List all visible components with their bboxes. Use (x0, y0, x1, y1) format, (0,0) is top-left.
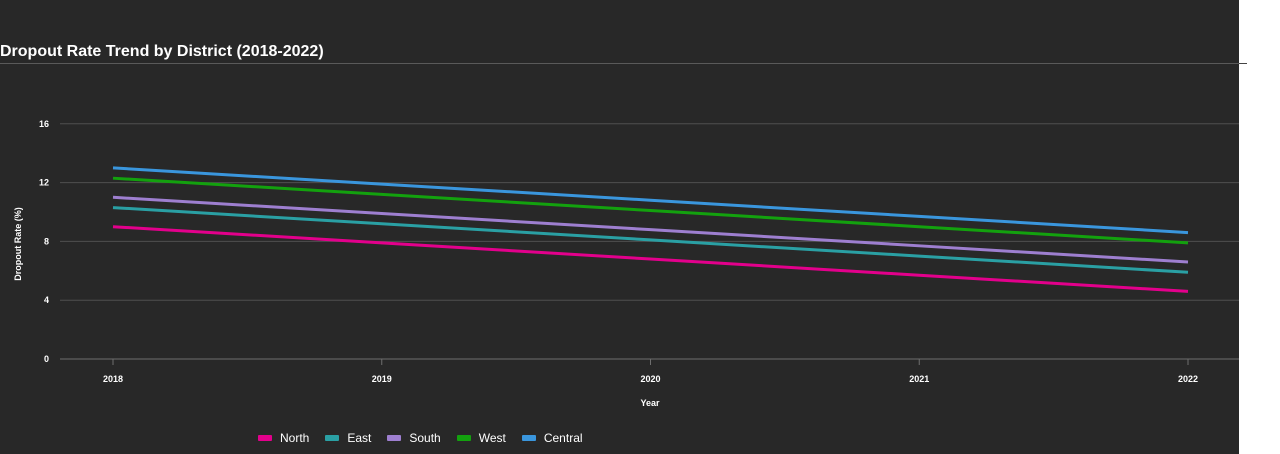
x-tick-label: 2018 (103, 374, 123, 384)
legend-label: South (409, 431, 441, 445)
chart-legend: North East South West Central (258, 431, 599, 445)
legend-label: North (280, 431, 310, 445)
y-tick-label: 8 (44, 236, 49, 246)
legend-swatch (456, 435, 471, 441)
x-tick-label: 2019 (372, 374, 392, 384)
x-tick-label: 2020 (640, 374, 660, 384)
series-line-central[interactable] (112, 166, 1189, 235)
y-tick-label: 0 (44, 354, 49, 364)
series-lines (112, 166, 1189, 293)
line-chart: 0 4 8 12 16 2018 2019 2020 2021 2022 Year Dropou… (13, 119, 1239, 408)
legend-label: East (347, 431, 372, 445)
x-axis-label: Year (640, 398, 660, 408)
legend-item-south[interactable]: South (387, 431, 441, 445)
legend-swatch (258, 435, 272, 441)
y-axis-label: Dropout Rate (%) (13, 207, 23, 281)
y-tick-label: 16 (39, 119, 49, 129)
y-tick-label: 12 (39, 178, 49, 188)
legend-swatch (521, 435, 536, 441)
legend-item-central[interactable]: Central (521, 431, 583, 445)
legend-item-west[interactable]: West (456, 431, 506, 445)
y-axis-ticks: 0 4 8 12 16 (39, 119, 49, 364)
chart-title: Dropout Rate Trend by District (2018-202… (0, 43, 324, 60)
legend-label: Central (543, 431, 583, 445)
x-tick-label: 2022 (1178, 374, 1198, 384)
x-tick-label: 2021 (909, 374, 929, 384)
legend-label: West (478, 431, 506, 445)
legend-item-north[interactable]: North (258, 431, 309, 445)
legend-swatch (325, 435, 340, 441)
legend-item-east[interactable]: East (325, 431, 371, 445)
y-tick-label: 4 (44, 295, 49, 305)
grid-lines (60, 123, 1239, 360)
series-line-west[interactable] (112, 176, 1189, 245)
legend-swatch (387, 435, 402, 441)
series-line-north[interactable] (112, 225, 1189, 293)
series-line-east[interactable] (112, 206, 1189, 274)
series-line-south[interactable] (112, 195, 1189, 264)
panel-edge-mark (1239, 63, 1247, 64)
title-divider (0, 63, 1239, 64)
x-axis-ticks: 2018 2019 2020 2021 2022 (103, 359, 1198, 384)
